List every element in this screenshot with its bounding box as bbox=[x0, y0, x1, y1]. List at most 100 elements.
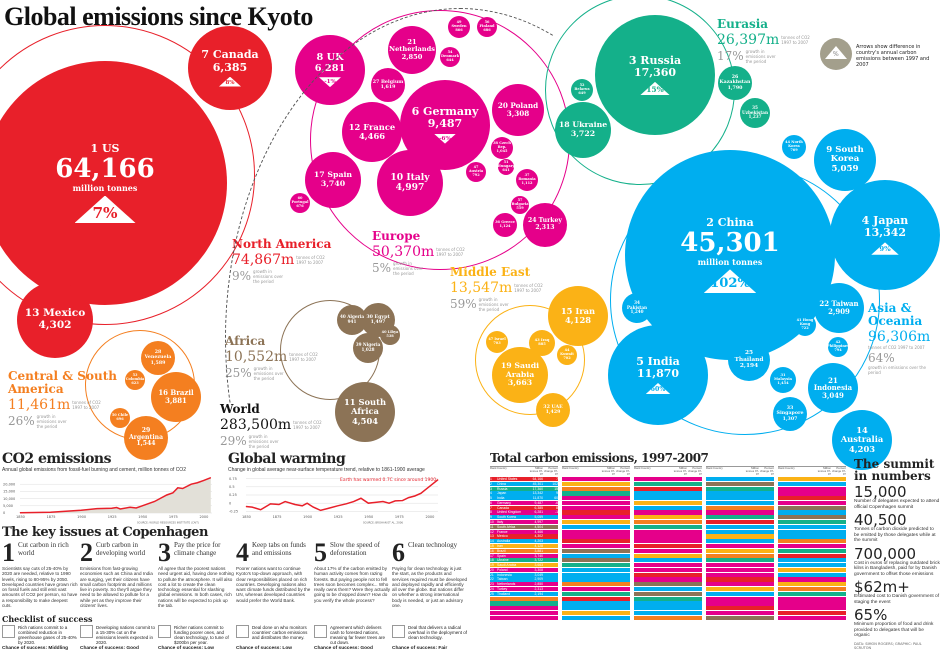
country-value: 4,203 bbox=[848, 443, 876, 454]
data-point bbox=[312, 506, 314, 508]
x-tick-label: 2000 bbox=[199, 515, 208, 519]
country-bubble-philippines[interactable]: 42 Philippines 794 bbox=[827, 337, 849, 357]
country-bubble-south-korea[interactable]: 9 South Korea 5,059 bbox=[814, 129, 876, 191]
country-bubble-taiwan[interactable]: 22 Taiwan 2,909 bbox=[814, 283, 864, 333]
country-bubble-ukraine[interactable]: 18 Ukraine 3,722 bbox=[555, 102, 611, 158]
country-bubble-kazakhstan[interactable]: 26 Kazakhstan 1,790 bbox=[718, 66, 752, 100]
data-point bbox=[320, 510, 321, 511]
table-row bbox=[634, 500, 702, 506]
country-bubble-argentina[interactable]: 29 Argentina 1,544 bbox=[124, 416, 168, 460]
country-bubble-north-korea[interactable]: 44 North Korea 769 bbox=[782, 135, 806, 159]
table-row bbox=[634, 529, 702, 534]
table-cell bbox=[543, 554, 558, 558]
change-percent: 7% bbox=[92, 203, 118, 222]
table-row bbox=[562, 510, 630, 515]
table-row bbox=[706, 596, 774, 601]
legend-arrow-icon: % bbox=[820, 38, 852, 70]
country-bubble-venezuela[interactable]: 28 Venezuela 1,589 bbox=[141, 341, 175, 375]
country-value: 1,429 bbox=[545, 410, 561, 415]
table-row bbox=[634, 572, 702, 577]
y-tick-label: -0.25 bbox=[229, 510, 238, 514]
header-cell: Country bbox=[497, 466, 507, 470]
header-cell: Million tonnes 97-07 bbox=[601, 466, 615, 477]
table-row bbox=[562, 534, 630, 539]
table-cell: Turkey bbox=[497, 586, 508, 591]
table-row bbox=[778, 582, 846, 587]
country-name: 1 US bbox=[90, 142, 120, 156]
country-bubble-malaysia[interactable]: 31 Malaysia 1,454 bbox=[770, 367, 796, 393]
data-point bbox=[245, 506, 247, 507]
table-cell bbox=[543, 530, 558, 534]
checkbox[interactable] bbox=[392, 625, 405, 638]
table-row: 23 Netherlands 2,850 bbox=[490, 582, 558, 587]
country-bubble-thailand[interactable]: 25 Thailand 2,194 bbox=[728, 339, 770, 381]
table-cell bbox=[543, 549, 558, 553]
table-row bbox=[634, 577, 702, 582]
chance-of-success: Chance of success: Low bbox=[236, 646, 292, 651]
country-bubble-iran[interactable]: 15 Iran 4,128 bbox=[548, 286, 608, 346]
country-value: 1,237 bbox=[748, 114, 762, 120]
table-row bbox=[706, 553, 774, 558]
change-percent: 9% bbox=[879, 245, 891, 254]
country-bubble-russia[interactable]: 3 Russia 17,360 15% bbox=[595, 15, 715, 135]
header-cell: Rank bbox=[562, 466, 569, 470]
country-bubble-japan[interactable]: 4 Japan 13,342 9% bbox=[830, 180, 940, 290]
region-name: Central & South America bbox=[8, 369, 117, 396]
country-bubble-brazil[interactable]: 16 Brazil 3,881 bbox=[151, 372, 201, 422]
country-bubble-kuwait[interactable]: 44 Kuwait 702 bbox=[557, 345, 577, 365]
country-name: 35 Uzbekistan bbox=[742, 105, 768, 115]
header-cell: Million tonnes 97-07 bbox=[529, 466, 543, 477]
table-row bbox=[706, 586, 774, 592]
table-row bbox=[778, 615, 846, 620]
country-bubble-colombia[interactable]: 53 Colombia 623 bbox=[125, 370, 145, 390]
country-bubble-pakistan[interactable]: 34 Pakistan 1,240 bbox=[622, 293, 652, 323]
table-cell: 8 bbox=[556, 505, 558, 510]
checkbox[interactable] bbox=[2, 625, 15, 638]
table-row bbox=[778, 481, 846, 486]
checklist-text: Deal that delivers a radical overhaul in… bbox=[408, 625, 468, 640]
checkbox[interactable] bbox=[158, 625, 171, 638]
country-bubble-canada[interactable]: 7 Canada 6,385 8% bbox=[188, 26, 272, 110]
table-row bbox=[634, 591, 702, 596]
table-row bbox=[634, 505, 702, 510]
table-column: Rank Country Million tonnes 97-07 Percent c… bbox=[778, 466, 846, 620]
issue-number: 6 bbox=[392, 538, 405, 567]
country-bubble-chile[interactable]: 50 Chile 696 bbox=[110, 408, 130, 428]
country-name: 13 Mexico bbox=[24, 307, 86, 320]
change-percent: 102% bbox=[710, 276, 750, 292]
up-arrow-icon: 8% bbox=[219, 76, 241, 87]
checkbox[interactable] bbox=[236, 625, 249, 638]
checkbox[interactable] bbox=[314, 625, 327, 638]
data-point bbox=[251, 506, 253, 508]
country-bubble-uzbekistan[interactable]: 35 Uzbekistan 1,237 bbox=[740, 98, 770, 128]
country-bubble-hong-kong[interactable]: 41 Hong Kong 722 bbox=[794, 314, 816, 336]
issue-body: Paying for clean technology is just the … bbox=[392, 566, 468, 609]
table-row bbox=[634, 606, 702, 611]
country-bubble-singapore[interactable]: 33 Singapore 1,307 bbox=[773, 397, 807, 431]
checklist-text: Agreement which delivers cash to foreste… bbox=[330, 625, 386, 645]
country-bubble-australia[interactable]: 14 Australia 4,203 bbox=[832, 410, 892, 470]
country-bubble-mexico[interactable]: 13 Mexico 4,302 bbox=[17, 282, 93, 358]
region-name: Eurasia bbox=[717, 17, 769, 31]
table-row bbox=[706, 543, 774, 549]
up-arrow-icon: 7% bbox=[74, 195, 136, 223]
table-row bbox=[778, 606, 846, 611]
checkbox[interactable] bbox=[80, 625, 93, 638]
region-total: 11,461m bbox=[8, 397, 71, 413]
country-bubble-indonesia[interactable]: 21 Indonesia 3,049 bbox=[808, 363, 858, 413]
data-point bbox=[172, 492, 174, 494]
country-value: 4,128 bbox=[564, 315, 592, 325]
country-bubble-india[interactable]: 5 India 11,870 60% bbox=[608, 325, 708, 425]
country-value: 11,870 bbox=[636, 366, 680, 380]
table-cell: 64,166 bbox=[532, 477, 543, 481]
table-row bbox=[562, 481, 630, 486]
data-point bbox=[80, 509, 82, 511]
country-name: 21 Indonesia bbox=[813, 375, 853, 393]
country-name: 7 Canada bbox=[201, 48, 259, 62]
table-row: 19 Saudi Arabia 3,663 bbox=[490, 563, 558, 568]
data-point bbox=[166, 494, 168, 496]
country-bubble-belarus[interactable]: 52 Belarus 649 bbox=[571, 79, 593, 101]
table-cell: 3,740 bbox=[534, 553, 544, 558]
country-bubble-us[interactable]: 1 US 64,166 million tonnes 7% bbox=[0, 61, 227, 305]
table-cell: 11,870 bbox=[532, 496, 543, 501]
